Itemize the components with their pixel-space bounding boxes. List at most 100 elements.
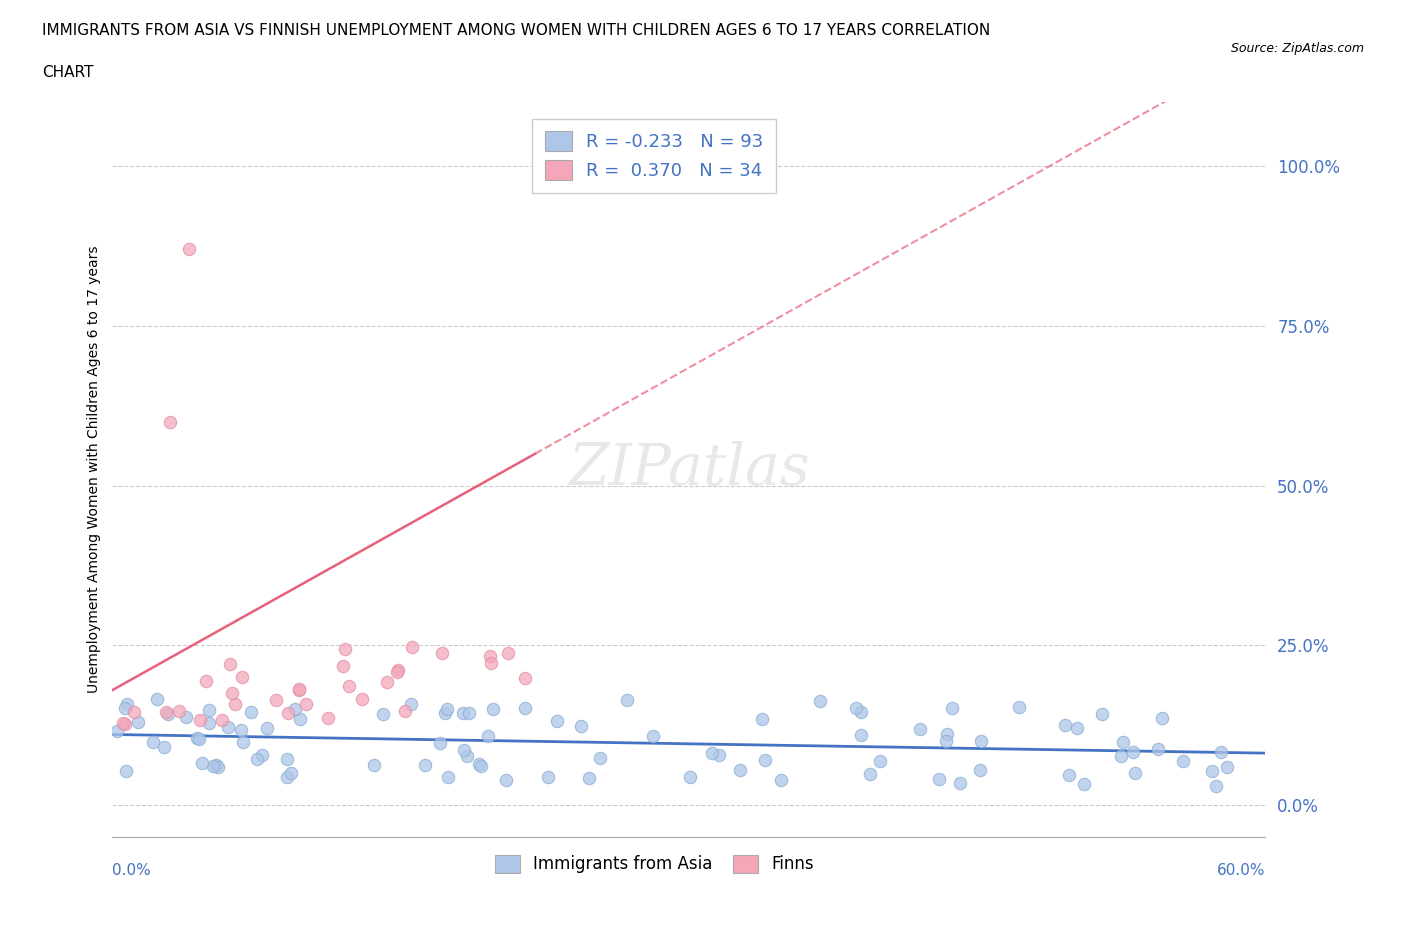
Point [453, 705, 475, 720]
Point [641, 728, 664, 743]
Point [229, 723, 252, 737]
Point [111, 716, 134, 731]
Point [363, 758, 385, 773]
Point [1150, 711, 1173, 725]
Legend: Immigrants from Asia, Finns: Immigrants from Asia, Finns [488, 848, 820, 880]
Point [589, 751, 612, 765]
Point [145, 691, 167, 706]
Point [1066, 721, 1088, 736]
Point [188, 731, 211, 746]
Point [115, 764, 138, 778]
Point [456, 749, 478, 764]
Point [970, 734, 993, 749]
Point [1147, 741, 1170, 756]
Text: ZIPatlas: ZIPatlas [568, 442, 810, 498]
Point [495, 772, 517, 787]
Point [849, 727, 872, 742]
Point [280, 766, 302, 781]
Point [174, 709, 197, 724]
Point [935, 734, 957, 749]
Point [1215, 760, 1237, 775]
Point [219, 657, 242, 671]
Point [908, 721, 931, 736]
Point [513, 671, 536, 685]
Point [155, 705, 177, 720]
Point [470, 759, 492, 774]
Point [191, 756, 214, 771]
Point [479, 656, 502, 671]
Point [569, 718, 592, 733]
Point [115, 697, 138, 711]
Point [188, 712, 211, 727]
Point [434, 706, 457, 721]
Point [1111, 735, 1133, 750]
Point [869, 753, 891, 768]
Point [770, 773, 793, 788]
Point [453, 742, 475, 757]
Point [436, 702, 458, 717]
Point [477, 728, 499, 743]
Point [399, 697, 422, 711]
Point [375, 675, 398, 690]
Point [337, 679, 360, 694]
Point [1201, 764, 1223, 778]
Point [432, 645, 454, 660]
Point [436, 769, 458, 784]
Point [751, 711, 773, 726]
Point [1091, 706, 1114, 721]
Point [217, 720, 239, 735]
Point [385, 664, 408, 679]
Text: CHART: CHART [42, 65, 94, 80]
Point [1173, 753, 1195, 768]
Point [616, 693, 638, 708]
Point [277, 706, 299, 721]
Point [578, 771, 600, 786]
Point [1073, 777, 1095, 791]
Point [114, 701, 136, 716]
Point [457, 705, 479, 720]
Point [754, 752, 776, 767]
Point [387, 663, 409, 678]
Point [266, 693, 288, 708]
Point [224, 697, 246, 711]
Point [513, 700, 536, 715]
Point [127, 714, 149, 729]
Point [211, 712, 233, 727]
Point [195, 673, 218, 688]
Point [1205, 779, 1227, 794]
Point [707, 748, 730, 763]
Point [186, 730, 208, 745]
Point [256, 721, 278, 736]
Point [859, 766, 882, 781]
Point [197, 715, 219, 730]
Point [246, 751, 269, 766]
Point [941, 700, 963, 715]
Point [335, 642, 357, 657]
Point [179, 242, 201, 257]
Text: 60.0%: 60.0% [1218, 862, 1265, 878]
Point [936, 726, 959, 741]
Point [845, 700, 868, 715]
Point [221, 685, 243, 700]
Point [105, 724, 128, 738]
Point [231, 670, 253, 684]
Point [679, 769, 702, 784]
Point [969, 763, 991, 777]
Point [1109, 749, 1132, 764]
Point [1008, 699, 1031, 714]
Point [413, 758, 436, 773]
Point [546, 713, 568, 728]
Y-axis label: Unemployment Among Women with Children Ages 6 to 17 years: Unemployment Among Women with Children A… [87, 246, 101, 694]
Point [373, 707, 395, 722]
Point [928, 771, 950, 786]
Point [202, 759, 225, 774]
Point [478, 648, 501, 663]
Point [207, 759, 229, 774]
Point [949, 776, 972, 790]
Point [1123, 765, 1146, 780]
Point [167, 703, 190, 718]
Point [1059, 767, 1081, 782]
Point [240, 704, 263, 719]
Point [294, 697, 316, 711]
Text: Source: ZipAtlas.com: Source: ZipAtlas.com [1230, 42, 1364, 55]
